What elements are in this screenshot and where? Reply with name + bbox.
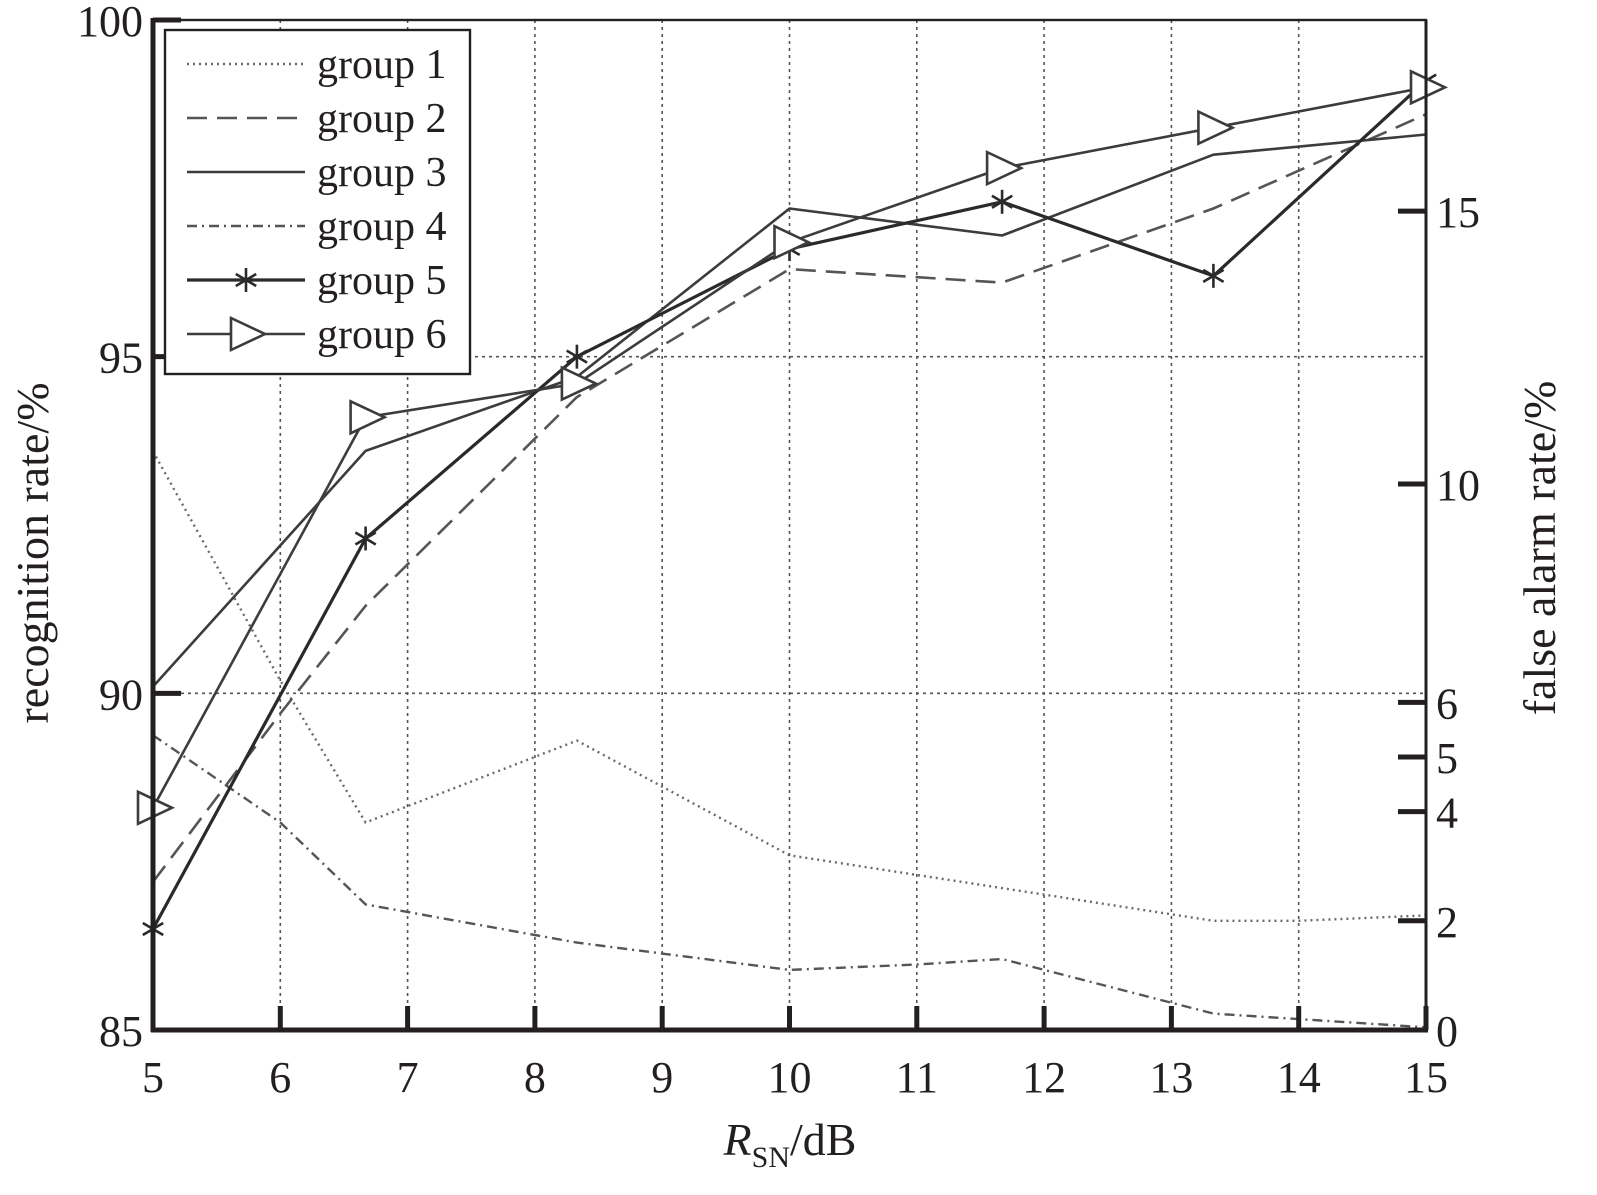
x-tick-label-15: 15 [1404, 1053, 1448, 1102]
x-tick-label-5: 5 [142, 1053, 164, 1102]
y-axis-left-label: recognition rate/% [7, 382, 58, 723]
x-tick-label-11: 11 [896, 1053, 938, 1102]
legend-marker-group-6 [229, 315, 269, 353]
marker-group-5-2 [566, 344, 588, 369]
y-axis-right-label: false alarm rate/% [1514, 381, 1565, 716]
x-axis-label-suffix: /dB [790, 1114, 856, 1165]
x-axis-label: RSN/dB [723, 1114, 857, 1174]
legend-label-group-4: group 4 [317, 204, 447, 250]
x-tick-label-13: 13 [1149, 1053, 1193, 1102]
legend-label-group-6: group 6 [317, 312, 447, 358]
y-right-tick-label-15: 15 [1436, 188, 1480, 237]
series-markers [136, 68, 1449, 941]
y-right-tick-label-10: 10 [1436, 461, 1480, 510]
legend: group 1 group 2 group 3 group 4 group 5 group… [163, 28, 472, 376]
legend-label-group-3: group 3 [317, 150, 447, 196]
y-left-tick-label-100: 100 [77, 0, 143, 46]
axis-labels: recognition rate/% false alarm rate/% RS… [7, 381, 1565, 1174]
x-tick-label-12: 12 [1022, 1053, 1066, 1102]
y-left-tick-label-85: 85 [99, 1007, 143, 1056]
y-right-tick-label-0: 0 [1436, 1007, 1458, 1056]
marker-group-6-4 [985, 150, 1025, 187]
legend-label-group-2: group 2 [317, 96, 447, 142]
y-right-tick-label-6: 6 [1436, 679, 1458, 728]
series-line-group-4 [152, 734, 1427, 1029]
legend-label-group-1: group 1 [317, 42, 447, 88]
series-line-group-3 [152, 133, 1427, 688]
y-right-tick-label-4: 4 [1436, 789, 1458, 838]
marker-group-6-1 [349, 399, 388, 436]
marker-group-5-5 [1202, 263, 1225, 288]
series-line-group-1 [151, 450, 1427, 922]
marker-group-5-1 [354, 526, 377, 551]
y-right-tick-label-2: 2 [1436, 898, 1458, 947]
axis-ticks: 5 6 7 8 9 10 11 12 13 14 15 85 90 95 100 0 2 4 5 6 10 15 [77, 0, 1480, 1102]
y-left-tick-label-95: 95 [99, 334, 143, 383]
x-tick-label-14: 14 [1277, 1053, 1321, 1102]
legend-box [163, 28, 472, 376]
x-axis-label-main: R [723, 1114, 752, 1165]
series-line-group-2 [151, 113, 1427, 883]
legend-label-group-5: group 5 [317, 258, 447, 304]
y-right-tick-label-5: 5 [1436, 734, 1458, 783]
marker-group-6-3 [773, 224, 812, 261]
x-tick-label-7: 7 [397, 1053, 419, 1102]
marker-group-5-4 [991, 189, 1013, 214]
x-tick-label-10: 10 [768, 1053, 812, 1102]
marker-group-6-2 [560, 365, 599, 402]
x-tick-label-8: 8 [524, 1053, 546, 1102]
x-axis-label-sub: SN [752, 1141, 790, 1174]
legend-marker-group-5 [235, 268, 257, 292]
y-left-tick-label-90: 90 [99, 670, 143, 719]
x-tick-label-9: 9 [651, 1053, 673, 1102]
marker-group-6-6 [1409, 69, 1449, 106]
marker-group-6-5 [1197, 109, 1236, 146]
x-tick-label-6: 6 [269, 1053, 291, 1102]
